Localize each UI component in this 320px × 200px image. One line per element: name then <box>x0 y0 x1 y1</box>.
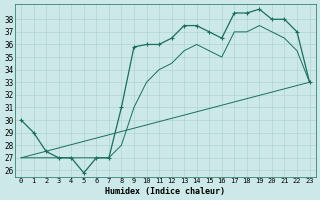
X-axis label: Humidex (Indice chaleur): Humidex (Indice chaleur) <box>105 187 225 196</box>
